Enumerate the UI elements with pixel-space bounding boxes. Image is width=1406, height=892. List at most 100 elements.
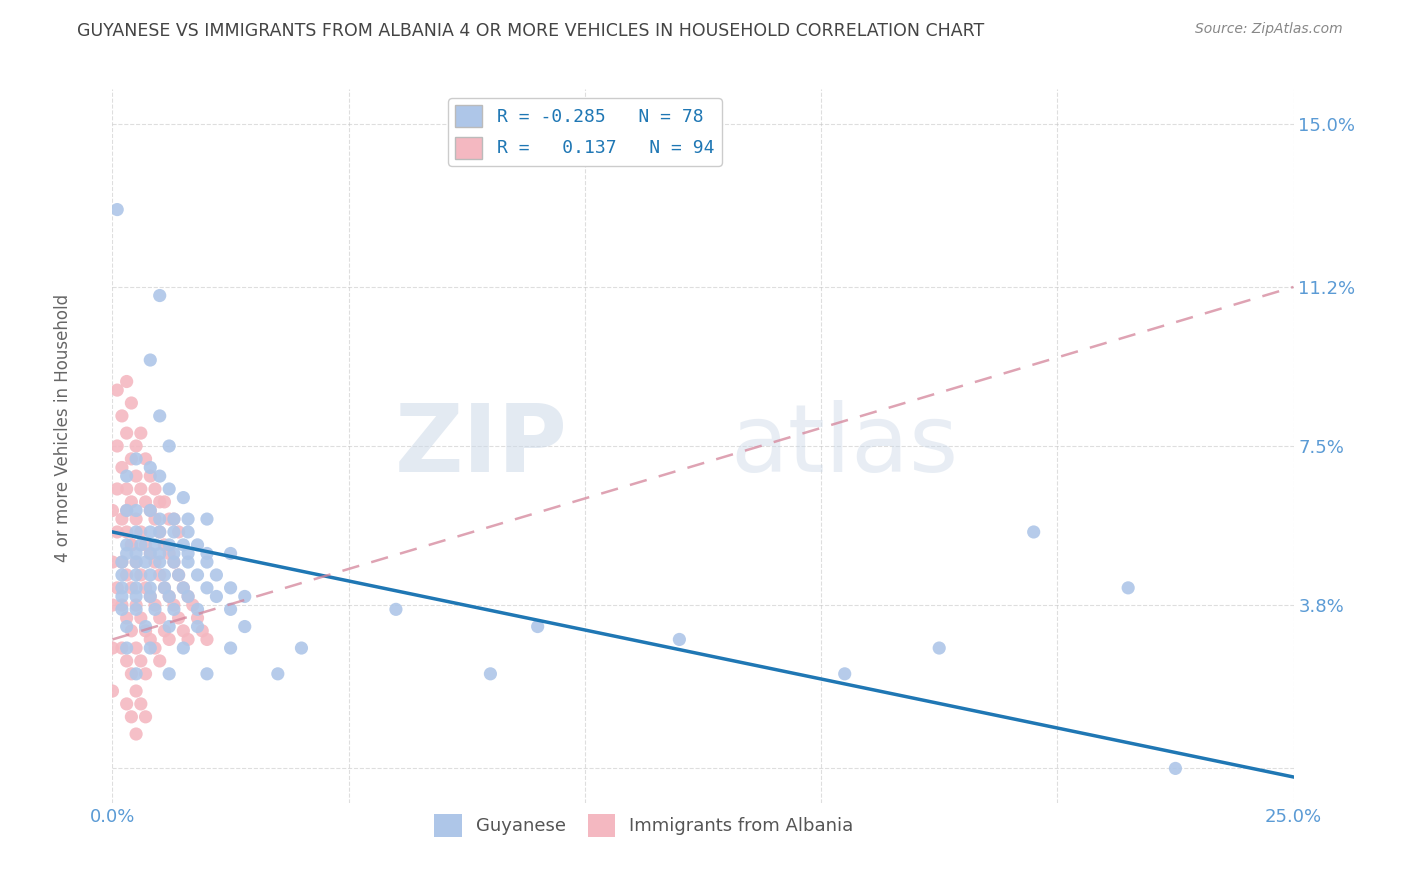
Point bbox=[153, 581, 176, 595]
Point bbox=[111, 581, 134, 595]
Point bbox=[115, 524, 138, 539]
Point bbox=[120, 538, 142, 552]
Point bbox=[129, 482, 152, 496]
Point bbox=[125, 451, 148, 466]
Point bbox=[125, 590, 148, 604]
Point bbox=[177, 590, 200, 604]
Point bbox=[111, 512, 134, 526]
Point bbox=[115, 568, 138, 582]
Point bbox=[205, 568, 228, 582]
Point bbox=[135, 581, 157, 595]
Point bbox=[1116, 581, 1139, 595]
Point bbox=[157, 546, 180, 560]
Point bbox=[139, 524, 162, 539]
Point bbox=[115, 641, 138, 656]
Point bbox=[143, 555, 166, 569]
Point bbox=[195, 581, 218, 595]
Point bbox=[219, 641, 242, 656]
Point bbox=[479, 666, 502, 681]
Point bbox=[135, 451, 157, 466]
Point bbox=[139, 590, 162, 604]
Point bbox=[1022, 524, 1045, 539]
Point bbox=[129, 426, 152, 441]
Point bbox=[139, 581, 162, 595]
Point bbox=[115, 375, 138, 389]
Point bbox=[135, 666, 157, 681]
Point bbox=[172, 581, 194, 595]
Point bbox=[163, 555, 186, 569]
Point bbox=[149, 288, 172, 302]
Point bbox=[233, 619, 256, 633]
Point bbox=[167, 568, 190, 582]
Point bbox=[149, 409, 172, 423]
Point bbox=[928, 641, 950, 656]
Point bbox=[177, 512, 200, 526]
Point bbox=[149, 555, 172, 569]
Point bbox=[115, 611, 138, 625]
Point bbox=[115, 503, 138, 517]
Point bbox=[111, 568, 134, 582]
Point bbox=[233, 590, 256, 604]
Point bbox=[125, 524, 148, 539]
Point bbox=[172, 624, 194, 638]
Point bbox=[219, 602, 242, 616]
Point bbox=[186, 602, 208, 616]
Point bbox=[129, 538, 152, 552]
Point bbox=[186, 611, 208, 625]
Point bbox=[163, 512, 186, 526]
Point bbox=[129, 611, 152, 625]
Point bbox=[111, 555, 134, 569]
Point bbox=[172, 581, 194, 595]
Point bbox=[149, 512, 172, 526]
Point bbox=[125, 568, 148, 582]
Point bbox=[267, 666, 290, 681]
Point bbox=[172, 538, 194, 552]
Point bbox=[172, 491, 194, 505]
Point bbox=[149, 568, 172, 582]
Text: GUYANESE VS IMMIGRANTS FROM ALBANIA 4 OR MORE VEHICLES IN HOUSEHOLD CORRELATION : GUYANESE VS IMMIGRANTS FROM ALBANIA 4 OR… bbox=[77, 22, 984, 40]
Point bbox=[125, 439, 148, 453]
Point bbox=[125, 555, 148, 569]
Point bbox=[135, 555, 157, 569]
Point bbox=[191, 624, 214, 638]
Point bbox=[129, 697, 152, 711]
Point bbox=[139, 568, 162, 582]
Point bbox=[125, 684, 148, 698]
Point bbox=[120, 538, 142, 552]
Point bbox=[385, 602, 408, 616]
Point bbox=[115, 697, 138, 711]
Point bbox=[163, 555, 186, 569]
Point bbox=[101, 503, 124, 517]
Point bbox=[135, 495, 157, 509]
Point bbox=[120, 396, 142, 410]
Point bbox=[149, 611, 172, 625]
Point bbox=[120, 666, 142, 681]
Point bbox=[129, 568, 152, 582]
Point bbox=[125, 666, 148, 681]
Point bbox=[668, 632, 690, 647]
Point bbox=[139, 460, 162, 475]
Point bbox=[105, 202, 128, 217]
Point bbox=[120, 451, 142, 466]
Point bbox=[115, 503, 138, 517]
Point bbox=[105, 439, 128, 453]
Point bbox=[125, 512, 148, 526]
Text: 4 or more Vehicles in Household: 4 or more Vehicles in Household bbox=[55, 294, 72, 562]
Point bbox=[115, 546, 138, 560]
Point bbox=[111, 641, 134, 656]
Point bbox=[157, 632, 180, 647]
Point bbox=[177, 546, 200, 560]
Point bbox=[219, 581, 242, 595]
Point bbox=[105, 581, 128, 595]
Point bbox=[186, 538, 208, 552]
Point bbox=[153, 581, 176, 595]
Point bbox=[219, 546, 242, 560]
Point bbox=[177, 555, 200, 569]
Point bbox=[125, 555, 148, 569]
Point bbox=[125, 503, 148, 517]
Point bbox=[526, 619, 548, 633]
Point bbox=[139, 503, 162, 517]
Point bbox=[186, 619, 208, 633]
Point bbox=[1164, 761, 1187, 775]
Point bbox=[139, 546, 162, 560]
